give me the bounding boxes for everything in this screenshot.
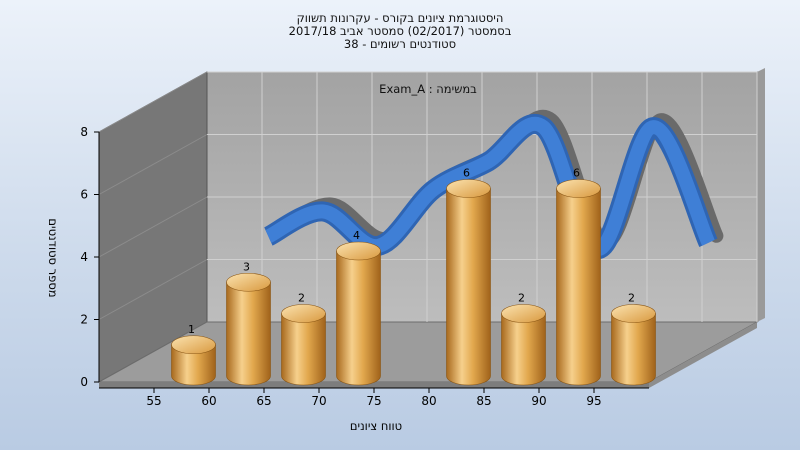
bar-top bbox=[281, 304, 326, 323]
bars-group: 1 3 2 4 6 2 6 2 bbox=[171, 167, 656, 386]
y-axis-title: מספר סטודנטים bbox=[46, 218, 60, 297]
bar-data-label: 2 bbox=[518, 292, 525, 305]
floor-right-edge bbox=[649, 322, 757, 388]
chart-title-line3: סטודנטים רשומים - 38 bbox=[344, 37, 456, 51]
bar-85-90: 2 bbox=[501, 292, 546, 386]
y-tick-label: 6 bbox=[80, 188, 88, 202]
bar-body bbox=[501, 313, 546, 386]
y-tick-label: 0 bbox=[80, 375, 88, 389]
bar-body bbox=[611, 313, 656, 386]
side-gridline bbox=[98, 259, 208, 320]
bar-80-85: 6 bbox=[446, 167, 491, 386]
y-ticks: 0 2 4 6 8 bbox=[80, 125, 99, 389]
x-tick-label: 70 bbox=[311, 394, 326, 408]
bar-top bbox=[171, 335, 216, 355]
bar-60-65: 3 bbox=[226, 260, 271, 386]
bar-data-label: 3 bbox=[243, 260, 250, 273]
y-tick-label: 4 bbox=[80, 250, 88, 264]
side-gridline bbox=[98, 196, 208, 258]
curve-ribbon bbox=[265, 117, 715, 257]
bar-top bbox=[446, 179, 491, 198]
x-tick-label: 95 bbox=[586, 394, 601, 408]
x-tick-label: 90 bbox=[531, 394, 546, 408]
bar-55-60: 1 bbox=[171, 323, 216, 386]
bar-body bbox=[446, 188, 491, 386]
side-gridline bbox=[98, 71, 208, 133]
x-axis-title: טווח ציונים bbox=[350, 419, 402, 433]
side-gridline bbox=[98, 134, 208, 195]
bar-data-label: 6 bbox=[463, 167, 470, 180]
chart-title-line1: היסטוגרמת ציונים בקורס - עקרונות תשווק bbox=[297, 11, 504, 25]
bar-top bbox=[226, 272, 271, 292]
chart-subtitle: Exam_A : במשימה bbox=[379, 82, 477, 96]
bar-body bbox=[281, 313, 326, 386]
bar-data-label: 2 bbox=[628, 292, 635, 305]
x-tick-label: 85 bbox=[476, 394, 491, 408]
chart-title-line2: בסמסטר (02/2017) סמסטר אביב 2017/18 bbox=[289, 24, 512, 38]
bar-data-label: 6 bbox=[573, 167, 580, 180]
right-wall-edge bbox=[757, 68, 765, 322]
x-tick-label: 65 bbox=[256, 394, 271, 408]
bar-body bbox=[336, 250, 381, 386]
y-tick-label: 8 bbox=[80, 125, 88, 139]
bar-data-label: 4 bbox=[353, 229, 360, 242]
x-tick-label: 75 bbox=[366, 394, 381, 408]
bar-top bbox=[336, 241, 381, 261]
bar-body bbox=[171, 344, 216, 386]
x-tick-label: 55 bbox=[146, 394, 161, 408]
bar-95-100: 2 bbox=[611, 292, 656, 386]
y-tick-label: 2 bbox=[80, 313, 88, 327]
distribution-curve bbox=[263, 110, 724, 260]
bar-70-75: 4 bbox=[336, 229, 381, 386]
bar-top bbox=[556, 179, 601, 198]
bar-90-95: 6 bbox=[556, 167, 601, 386]
bar-body bbox=[226, 281, 271, 386]
x-ticks: 55 60 65 70 75 80 85 90 95 bbox=[146, 388, 602, 408]
x-tick-label: 60 bbox=[201, 394, 216, 408]
bar-data-label: 1 bbox=[188, 323, 195, 336]
bar-body bbox=[556, 188, 601, 386]
bar-top bbox=[501, 304, 546, 323]
x-tick-label: 80 bbox=[421, 394, 436, 408]
bar-65-70: 2 bbox=[281, 292, 326, 386]
bar-data-label: 2 bbox=[298, 292, 305, 305]
bar-top bbox=[611, 304, 656, 323]
